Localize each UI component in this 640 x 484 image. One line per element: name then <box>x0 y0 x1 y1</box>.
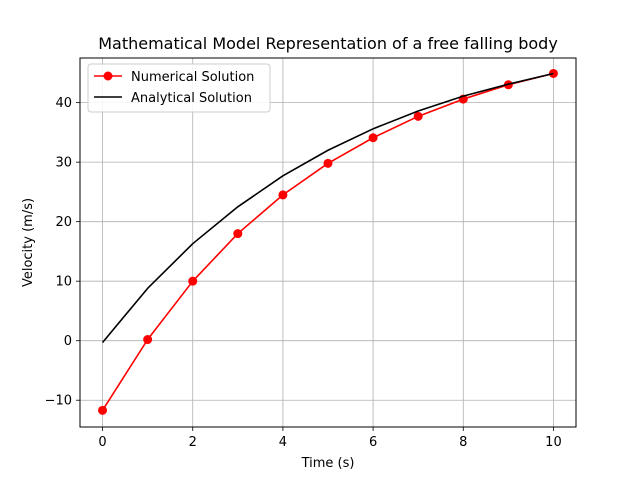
y-tick-label: 40 <box>55 96 72 111</box>
legend-entry-label: Numerical Solution <box>131 70 254 85</box>
x-tick-label: 8 <box>459 435 467 450</box>
y-tick-label: 0 <box>64 334 72 349</box>
data-point <box>323 158 333 168</box>
x-tick-label: 0 <box>98 435 106 450</box>
series-line-2 <box>101 72 554 344</box>
chart-title: Mathematical Model Representation of a f… <box>98 34 558 53</box>
y-tick-label: 30 <box>55 156 72 171</box>
data-point <box>233 229 243 239</box>
x-tick-label: 6 <box>369 435 377 450</box>
data-point <box>548 68 558 78</box>
x-tick-label: 4 <box>279 435 287 450</box>
legend-swatch-marker <box>103 71 113 81</box>
x-tick-label: 2 <box>189 435 197 450</box>
y-tick-label: 10 <box>55 275 72 290</box>
data-point <box>368 133 378 143</box>
x-axis-label: Time (s) <box>301 456 355 471</box>
legend-box <box>87 63 271 113</box>
y-tick-label: −10 <box>45 394 72 409</box>
ticks: 0 2 4 6 8 10 −10 0 10 20 30 40 <box>45 96 562 450</box>
y-axis-label: Velocity (m/s) <box>21 198 36 287</box>
data-point <box>278 190 288 200</box>
plot-area-frame <box>79 57 577 428</box>
x-tick-label: 10 <box>545 435 562 450</box>
data-point <box>143 335 153 345</box>
legend: Numerical Solution Analytical Solution <box>87 63 271 113</box>
series-layer <box>98 68 558 415</box>
data-point <box>98 405 108 415</box>
legend-entry-label: Analytical Solution <box>131 91 252 106</box>
data-point <box>413 111 423 121</box>
y-tick-label: 20 <box>55 215 72 230</box>
data-point <box>188 276 198 286</box>
